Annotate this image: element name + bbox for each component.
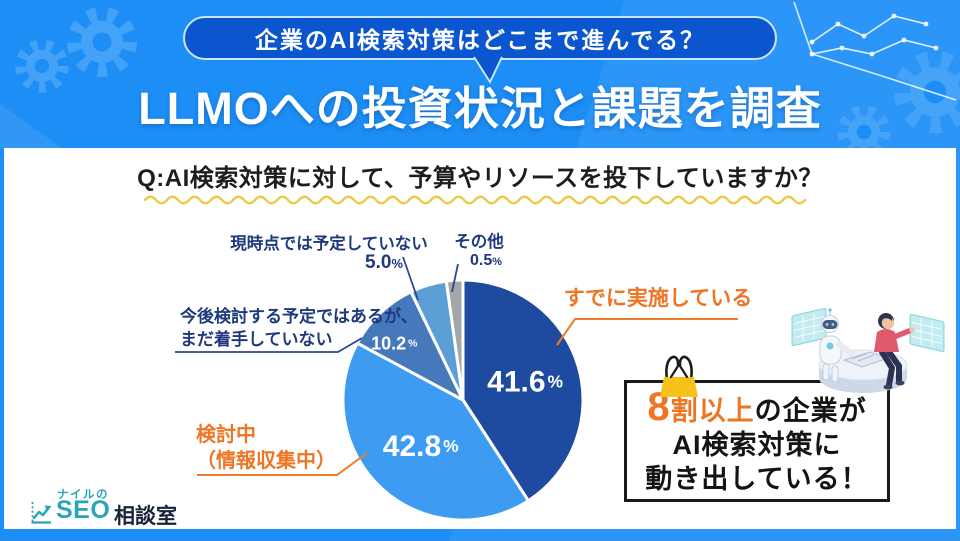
robot-human-illustration — [791, 308, 945, 393]
holo-screen-right — [909, 313, 945, 352]
badge-tail — [473, 56, 503, 85]
line-chart-icon — [793, 1, 957, 101]
conclusion-text: 8割以上の企業が AI検索対策に 動き出している！ — [627, 385, 887, 496]
page-title: LLMOへの投資状況と課題を調査 — [138, 83, 822, 134]
label-already-implementing: すでに実施している — [563, 287, 753, 310]
header-decoration — [0, 1, 960, 148]
conclusion-callout: 8割以上の企業が AI検索対策に 動き出している！ — [624, 355, 890, 502]
robot — [819, 308, 855, 383]
gear-icon — [893, 50, 960, 134]
conclusion-line-3: 動き出している！ — [645, 464, 869, 494]
header-badge-text: 企業のAI検索対策はどこまで進んでる？ — [254, 27, 706, 53]
gear-icon — [66, 6, 138, 78]
corner-accent — [0, 104, 62, 148]
label-not-planned: 現時点では予定していない — [230, 235, 428, 253]
gear-icon — [837, 105, 891, 148]
brand-logo: ナイルの SEO 相談室 — [30, 486, 200, 528]
trend-chart-icon — [31, 502, 52, 524]
logo-brand-main: SEO — [56, 496, 111, 524]
binder-clip-icon — [660, 355, 698, 397]
conclusion-line-2: AI検索対策に — [672, 430, 842, 460]
value-not-planned: 5.0% — [365, 252, 403, 273]
pie-slice — [341, 341, 530, 522]
survey-question: Q:AI検索対策に対して、予算やリソースを投下していますか？ — [137, 165, 823, 192]
header-badge: 企業のAI検索対策はどこまで進んでる？ — [183, 16, 777, 60]
logo-brand-top: ナイルの — [57, 489, 109, 501]
label-future-plan: 今後検討する予定ではあるが、 まだ着手していない — [180, 307, 418, 349]
pie-slice-value: 41.6% — [487, 365, 563, 398]
logo-brand-suffix: 相談室 — [114, 505, 177, 528]
wavy-underline — [144, 195, 807, 205]
person — [874, 313, 915, 390]
pie-slice-value: 42.8% — [383, 429, 459, 462]
value-other: 0.5% — [470, 252, 502, 269]
label-considering: 検討中 （情報収集中） — [196, 424, 336, 472]
pie-slice-value: 10.2% — [371, 334, 417, 354]
conclusion-line-1: 8割以上の企業が — [647, 385, 867, 429]
content-panel: Q:AI検索対策に対して、予算やリソースを投下していますか？ 41.6% 42.8… — [4, 148, 956, 529]
label-other: その他 — [454, 233, 504, 251]
gear-icon — [15, 39, 69, 93]
holo-screen-left — [791, 308, 827, 347]
